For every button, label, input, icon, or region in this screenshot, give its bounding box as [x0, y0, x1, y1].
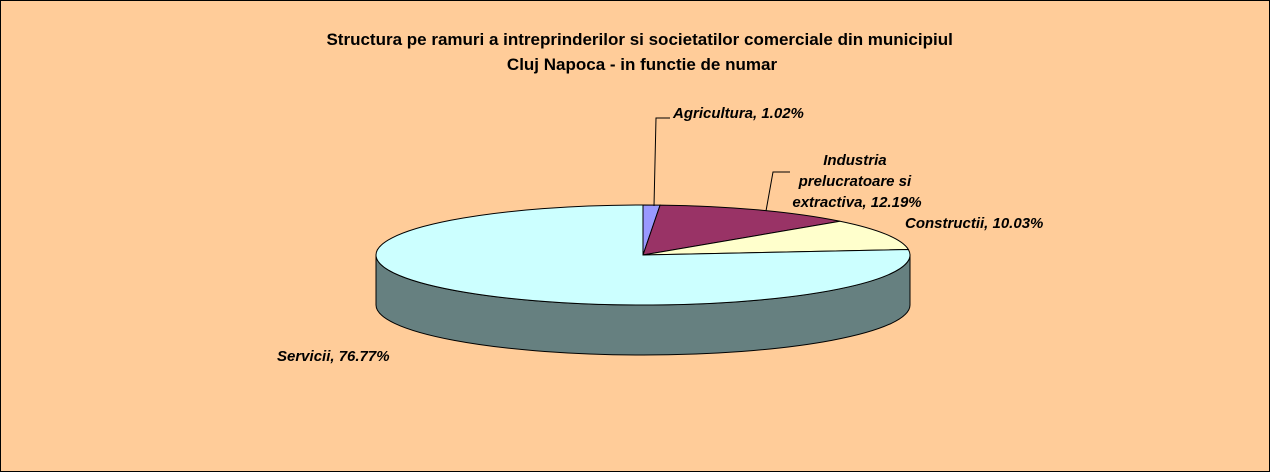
pie-slice: [375, 204, 911, 306]
pie-slice: [642, 204, 841, 256]
leader-line: [653, 117, 670, 207]
leader-line: [765, 171, 790, 212]
data-label: Constructii, 10.03%: [905, 215, 1043, 232]
data-label: Industria prelucratoare si extractiva, 1…: [792, 152, 921, 211]
chart-title: Structura pe ramuri a intreprinderilor s…: [326, 30, 957, 74]
data-label: Agricultura, 1.02%: [672, 105, 804, 122]
pie-slice: [642, 220, 910, 256]
data-label: Servicii, 76.77%: [277, 348, 390, 365]
